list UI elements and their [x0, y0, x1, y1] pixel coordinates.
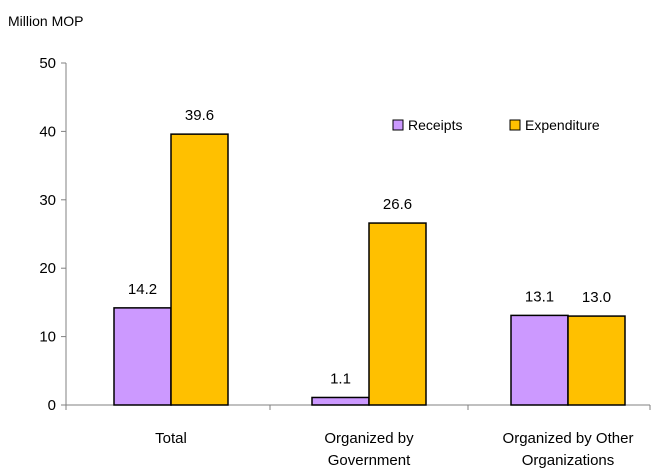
- legend: Receipts Expenditure: [392, 117, 600, 133]
- bar-expenditure-2: [567, 315, 626, 406]
- x-category-label-line: Organizations: [522, 452, 615, 469]
- x-category-label-line: Government: [328, 452, 411, 469]
- y-tick-label: 20: [39, 260, 56, 277]
- y-axis-unit-label: Million MOP: [8, 13, 83, 29]
- legend-label-receipts: Receipts: [408, 117, 462, 133]
- data-label: 13.0: [582, 289, 611, 306]
- data-label: 13.1: [525, 288, 554, 305]
- x-category-label: Organized by Other Organizations: [503, 430, 634, 469]
- data-label: 1.1: [330, 370, 351, 387]
- bar-expenditure-1: [368, 222, 427, 406]
- x-category-label-line: Total: [155, 430, 187, 447]
- y-tick-label: 30: [39, 192, 56, 209]
- data-label: 39.6: [185, 107, 214, 124]
- bar-expenditure-0: [170, 133, 229, 406]
- y-tick-label: 40: [39, 123, 56, 140]
- plot-area: 0 10 20 30 40 50 14.2 1.1 13.1 39.6 26.6 13.0 Total O…: [39, 55, 651, 469]
- y-tick-label: 0: [48, 397, 56, 414]
- bar-receipts-1: [311, 396, 370, 406]
- y-tick-label: 50: [39, 55, 56, 72]
- legend-swatch-expenditure: [509, 119, 521, 131]
- x-category-label: Organized by Government: [324, 430, 414, 469]
- legend-label-expenditure: Expenditure: [525, 117, 600, 133]
- x-category-label: Total: [155, 430, 187, 447]
- data-label: 26.6: [383, 196, 412, 213]
- y-tick-label: 10: [39, 329, 56, 346]
- x-category-label-line: Organized by: [324, 430, 414, 447]
- data-label: 14.2: [128, 281, 157, 298]
- x-category-label-line: Organized by Other: [503, 430, 634, 447]
- bar-receipts-2: [510, 314, 569, 406]
- legend-swatch-receipts: [392, 119, 404, 131]
- bar-receipts-0: [113, 307, 172, 406]
